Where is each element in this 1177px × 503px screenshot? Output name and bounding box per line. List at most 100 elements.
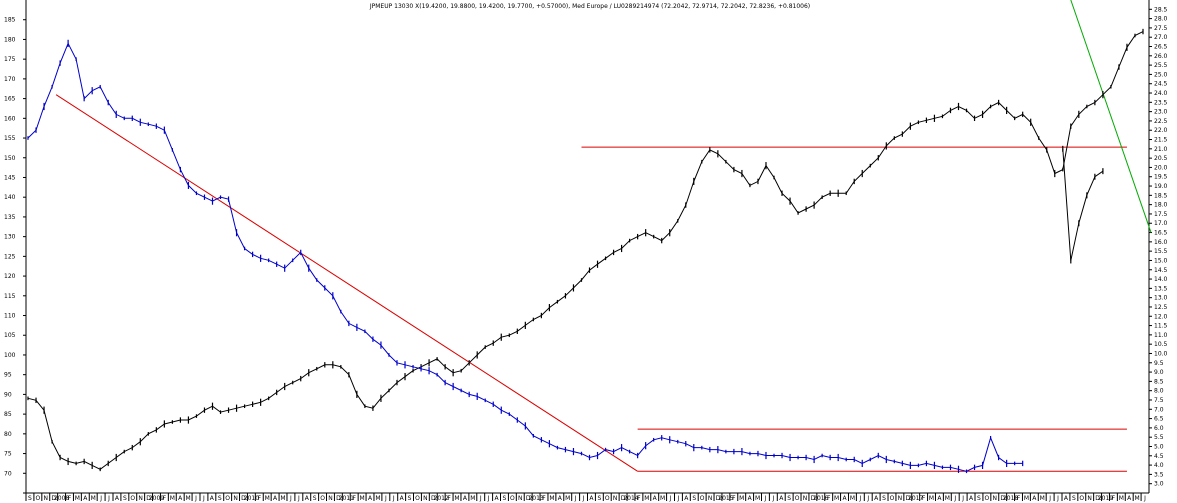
x-tick-label: J (953, 495, 956, 502)
x-tick-label: A (1064, 495, 1069, 502)
x-tick-label: D (716, 495, 721, 502)
x-tick-label: S (123, 495, 127, 502)
x-tick-label: J (764, 495, 767, 502)
x-tick-label: M (75, 495, 80, 502)
x-tick-label: J (392, 495, 395, 502)
right-tick-label: 18.0 (1154, 202, 1168, 209)
x-tick-label: O (225, 495, 230, 502)
right-tick-label: 15.5 (1154, 248, 1168, 255)
right-tick-label: 13.0 (1154, 295, 1168, 302)
x-tick-label: O (130, 495, 135, 502)
x-tick-label: 2014 (623, 495, 638, 502)
x-tick-label: J (1048, 495, 1051, 502)
left-tick-label: 160 (4, 115, 16, 122)
left-tick-label: 100 (4, 352, 16, 359)
x-tick-label: D (1000, 495, 1005, 502)
x-tick-label: 2017 (908, 495, 923, 502)
x-tick-label: J (858, 495, 861, 502)
left-tick-label: 75 (4, 451, 12, 458)
right-tick-label: 21.0 (1154, 146, 1168, 153)
x-tick-label: D (811, 495, 816, 502)
x-tick-label: A (874, 495, 879, 502)
right-tick-label: 15.0 (1154, 257, 1168, 264)
x-tick-label: F (68, 495, 72, 502)
right-axis-ticks: 3.0 3.5 4.0 4.5 5.0 5.5 6.0 6.5 7.0 7.5 8.0 8.5 9.0 9… (1149, 6, 1168, 488)
x-tick-label: O (415, 495, 420, 502)
x-tick-label: D (336, 495, 341, 502)
right-tick-label: 17.0 (1154, 220, 1168, 227)
x-tick-label: A (494, 495, 499, 502)
right-tick-label: 19.5 (1154, 174, 1168, 181)
right-tick-label: 17.5 (1154, 211, 1168, 218)
x-tick-label: J (487, 495, 490, 502)
right-tick-label: 25.5 (1154, 62, 1168, 69)
left-tick-label: 185 (4, 17, 16, 24)
x-tick-label: A (937, 495, 942, 502)
right-tick-label: 11.0 (1154, 332, 1168, 339)
right-tick-label: 27.5 (1154, 25, 1168, 32)
x-tick-label: M (1135, 495, 1140, 502)
x-tick-label: F (447, 495, 451, 502)
x-tick-label: 2011 (339, 495, 354, 502)
x-tick-label: S (503, 495, 507, 502)
x-tick-label: J (771, 495, 774, 502)
x-tick-label: M (565, 495, 570, 502)
left-tick-label: 130 (4, 234, 16, 241)
x-tick-label: J (202, 495, 205, 502)
x-tick-label: 2010 (244, 495, 259, 502)
x-tick-label: 2012 (434, 495, 449, 502)
x-tick-label: J (194, 495, 197, 502)
right-tick-label: 22.0 (1154, 127, 1168, 134)
x-tick-label: N (138, 495, 143, 502)
x-tick-label: A (684, 495, 689, 502)
left-tick-label: 95 (4, 372, 12, 379)
x-tick-label: F (352, 495, 356, 502)
x-tick-label: F (827, 495, 831, 502)
x-tick-label: N (518, 495, 523, 502)
right-tick-label: 20.5 (1154, 155, 1168, 162)
right-tick-label: 23.0 (1154, 109, 1168, 116)
x-tick-label: J (479, 495, 482, 502)
right-tick-label: 22.5 (1154, 118, 1168, 125)
right-tick-label: 10.5 (1154, 341, 1168, 348)
left-tick-label: 135 (4, 214, 16, 221)
x-tick-label: J (289, 495, 292, 502)
x-tick-label: J (866, 495, 869, 502)
right-tick-label: 7.0 (1154, 406, 1164, 413)
x-tick-label: 2013 (528, 495, 543, 502)
right-tick-label: 19.0 (1154, 183, 1168, 190)
left-tick-label: 80 (4, 431, 12, 438)
x-tick-label: M (454, 495, 459, 502)
x-tick-label: A (842, 495, 847, 502)
series-1-right-line (1062, 148, 1104, 261)
right-tick-label: 24.5 (1154, 81, 1168, 88)
x-tick-label: M (945, 495, 950, 502)
x-tick-label: N (1087, 495, 1092, 502)
x-tick-label: S (1072, 495, 1076, 502)
x-tick-label: M (644, 495, 649, 502)
trend-line-1 (55, 94, 638, 472)
right-tick-label: 23.5 (1154, 99, 1168, 106)
x-tick-label: A (400, 495, 405, 502)
x-tick-label: N (708, 495, 713, 502)
x-tick-label: O (795, 495, 800, 502)
right-tick-label: 14.5 (1154, 267, 1168, 274)
left-tick-label: 150 (4, 155, 16, 162)
x-tick-label: N (44, 495, 49, 502)
x-tick-label: O (1079, 495, 1084, 502)
trend-lines (55, 0, 1152, 472)
x-tick-label: S (597, 495, 601, 502)
x-tick-label: M (739, 495, 744, 502)
left-tick-label: 110 (4, 313, 16, 320)
left-tick-label: 165 (4, 96, 16, 103)
x-tick-label: A (273, 495, 278, 502)
x-tick-label: J (582, 495, 585, 502)
x-tick-label: M (470, 495, 475, 502)
x-tick-label: F (1017, 495, 1021, 502)
x-tick-label: D (621, 495, 626, 502)
x-tick-label: M (1024, 495, 1029, 502)
x-tick-label: A (1127, 495, 1132, 502)
right-tick-label: 10.0 (1154, 350, 1168, 357)
x-tick-label: O (985, 495, 990, 502)
